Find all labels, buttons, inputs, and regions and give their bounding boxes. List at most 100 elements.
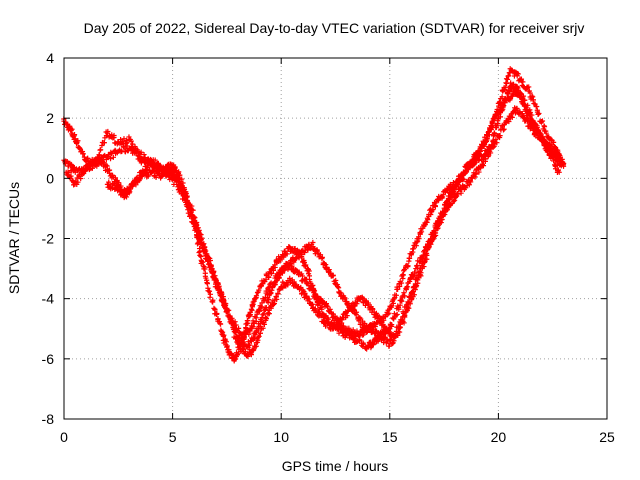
data-marker: [185, 210, 191, 216]
data-marker: [412, 281, 419, 287]
data-marker: [97, 147, 104, 153]
data-marker: [525, 102, 531, 108]
data-marker: [395, 286, 401, 292]
data-marker: [276, 275, 282, 281]
data-marker: [255, 334, 261, 340]
data-marker: [396, 324, 402, 330]
data-marker: [129, 144, 135, 151]
data-marker: [251, 298, 257, 304]
data-marker: [127, 189, 133, 195]
data-marker: [69, 126, 75, 132]
data-marker: [260, 312, 266, 318]
data-marker: [350, 327, 356, 333]
data-marker: [422, 258, 428, 264]
data-marker: [250, 323, 256, 330]
data-marker: [263, 316, 270, 322]
data-marker: [153, 174, 159, 180]
data-point: [204, 281, 210, 287]
data-marker: [124, 139, 130, 145]
data-marker: [199, 258, 205, 265]
data-marker: [302, 249, 308, 256]
data-marker: [472, 158, 478, 164]
data-marker: [188, 213, 194, 219]
data-marker: [396, 325, 402, 331]
data-marker: [250, 299, 256, 305]
series-track-4: [104, 105, 562, 359]
data-marker: [110, 154, 116, 160]
data-marker: [317, 252, 324, 258]
axis-ticks: [63, 57, 608, 420]
data-marker: [527, 90, 533, 96]
data-marker: [487, 150, 494, 156]
data-marker: [520, 79, 526, 85]
data-marker: [207, 291, 214, 297]
y-tick-label: 0: [46, 170, 54, 186]
data-marker: [410, 246, 416, 252]
data-marker: [471, 161, 477, 168]
data-marker: [281, 254, 287, 260]
data-marker: [268, 291, 274, 297]
data-marker: [414, 276, 420, 282]
data-marker: [514, 88, 520, 94]
data-marker: [250, 347, 256, 354]
data-point: [426, 244, 432, 251]
data-marker: [311, 288, 318, 294]
data-marker: [493, 136, 499, 142]
data-marker: [265, 299, 271, 305]
data-marker: [412, 269, 418, 275]
data-marker: [393, 292, 399, 298]
data-marker: [198, 231, 204, 238]
data-marker: [411, 284, 417, 290]
data-marker: [248, 306, 255, 312]
data-marker: [468, 179, 474, 185]
data-marker: [82, 168, 89, 174]
y-tick-labels: -8 -6 -4 -2 0 2 4: [42, 50, 55, 427]
y-axis-label: SDTVAR / TECUs: [6, 182, 22, 294]
data-marker: [235, 325, 242, 332]
data-point: [174, 181, 180, 187]
data-marker: [499, 94, 505, 100]
y-tick-label: -8: [42, 411, 55, 427]
data-marker: [264, 291, 270, 298]
data-marker: [161, 167, 168, 173]
data-marker: [270, 301, 277, 308]
data-marker: [479, 161, 485, 168]
data-marker: [399, 317, 405, 324]
data-marker: [370, 342, 376, 348]
data-marker: [309, 301, 316, 307]
data-marker: [451, 198, 457, 204]
data-marker: [411, 292, 417, 298]
data-marker: [407, 276, 413, 282]
data-marker: [220, 298, 227, 304]
data-marker: [497, 133, 503, 139]
data-marker: [522, 97, 528, 103]
data-marker: [398, 280, 405, 286]
data-point: [217, 293, 223, 299]
data-marker: [257, 308, 263, 314]
data-marker: [362, 320, 368, 327]
data-marker: [253, 315, 259, 321]
data-marker: [393, 312, 399, 318]
x-tick-label: 0: [60, 429, 68, 445]
data-marker: [260, 325, 266, 331]
data-marker: [214, 311, 220, 317]
data-marker: [439, 216, 445, 223]
data-marker: [406, 305, 412, 311]
data-marker: [238, 342, 244, 348]
data-marker: [200, 259, 206, 265]
data-marker: [319, 254, 325, 260]
data-marker: [494, 140, 500, 146]
x-tick-label: 20: [491, 429, 507, 445]
data-marker: [227, 316, 233, 322]
data-marker: [435, 225, 441, 231]
data-marker: [145, 163, 151, 169]
data-marker: [370, 306, 376, 312]
data-marker: [65, 170, 71, 176]
data-marker: [514, 106, 520, 112]
data-marker: [410, 249, 416, 255]
data-marker: [247, 312, 254, 318]
data-marker: [231, 329, 237, 335]
data-marker: [138, 158, 144, 165]
data-marker: [497, 99, 503, 105]
